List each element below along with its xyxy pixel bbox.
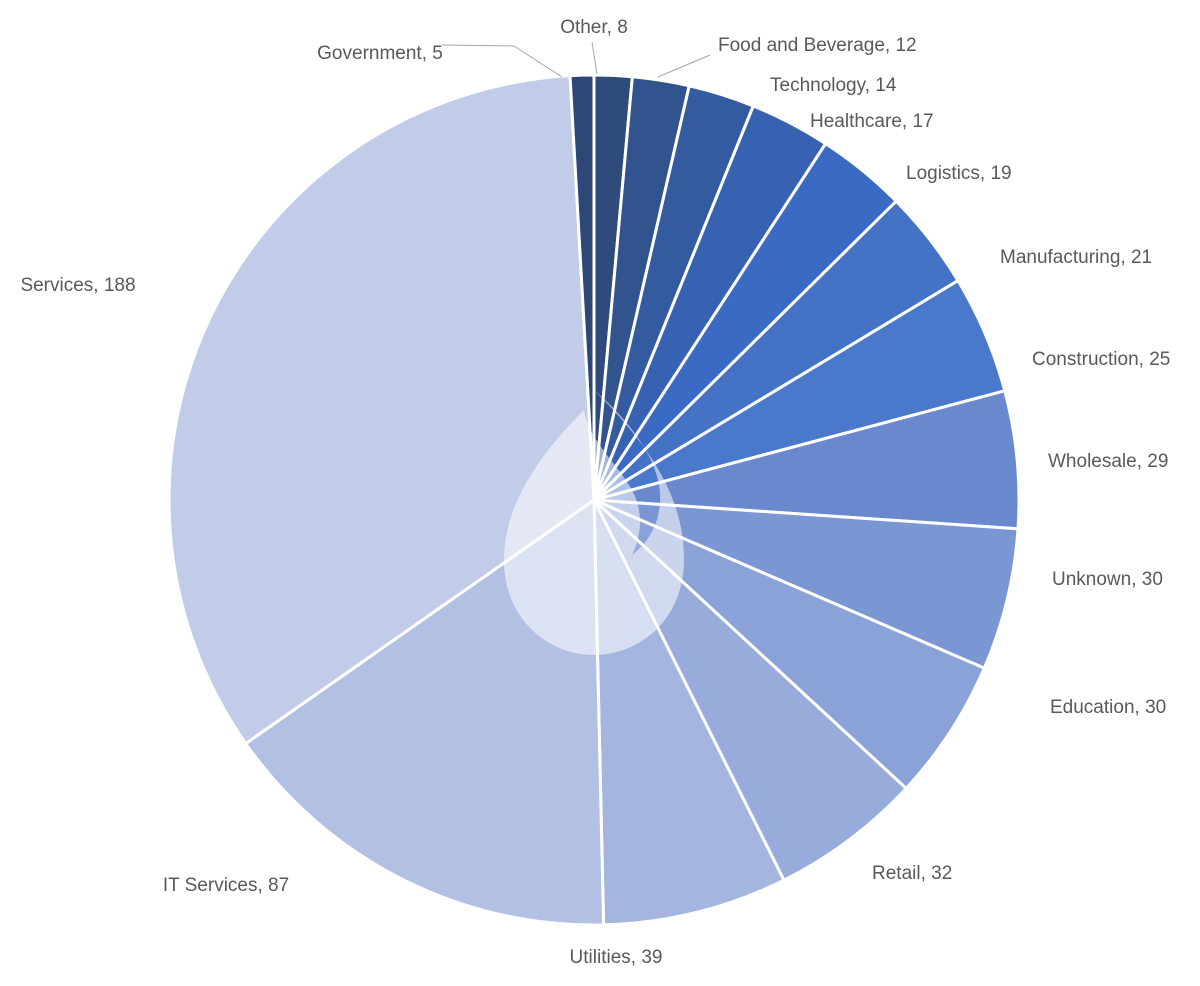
pie-label: Retail, 32 [872, 863, 952, 884]
leader-line [658, 55, 710, 77]
leader-line [442, 45, 562, 77]
pie-label: IT Services, 87 [163, 875, 289, 896]
pie-label: Logistics, 19 [906, 163, 1012, 184]
pie-label: Manufacturing, 21 [1000, 247, 1152, 268]
pie-chart: Other, 8 Food and Beverage, 12 Technology,… [0, 0, 1200, 986]
pie-label: Other, 8 [560, 17, 628, 38]
pie-label: Food and Beverage, 12 [718, 35, 917, 56]
pie-label: Services, 188 [20, 275, 135, 296]
pie-label: Healthcare, 17 [810, 111, 934, 132]
pie-label: Unknown, 30 [1052, 569, 1163, 590]
pie-label: Technology, 14 [770, 75, 897, 96]
pie-label: Education, 30 [1050, 697, 1166, 718]
pie-label: Government, 5 [317, 43, 443, 64]
pie-label: Wholesale, 29 [1048, 451, 1168, 472]
pie-label: Utilities, 39 [570, 947, 663, 968]
pie-label: Construction, 25 [1032, 349, 1170, 370]
leader-line [592, 42, 597, 74]
